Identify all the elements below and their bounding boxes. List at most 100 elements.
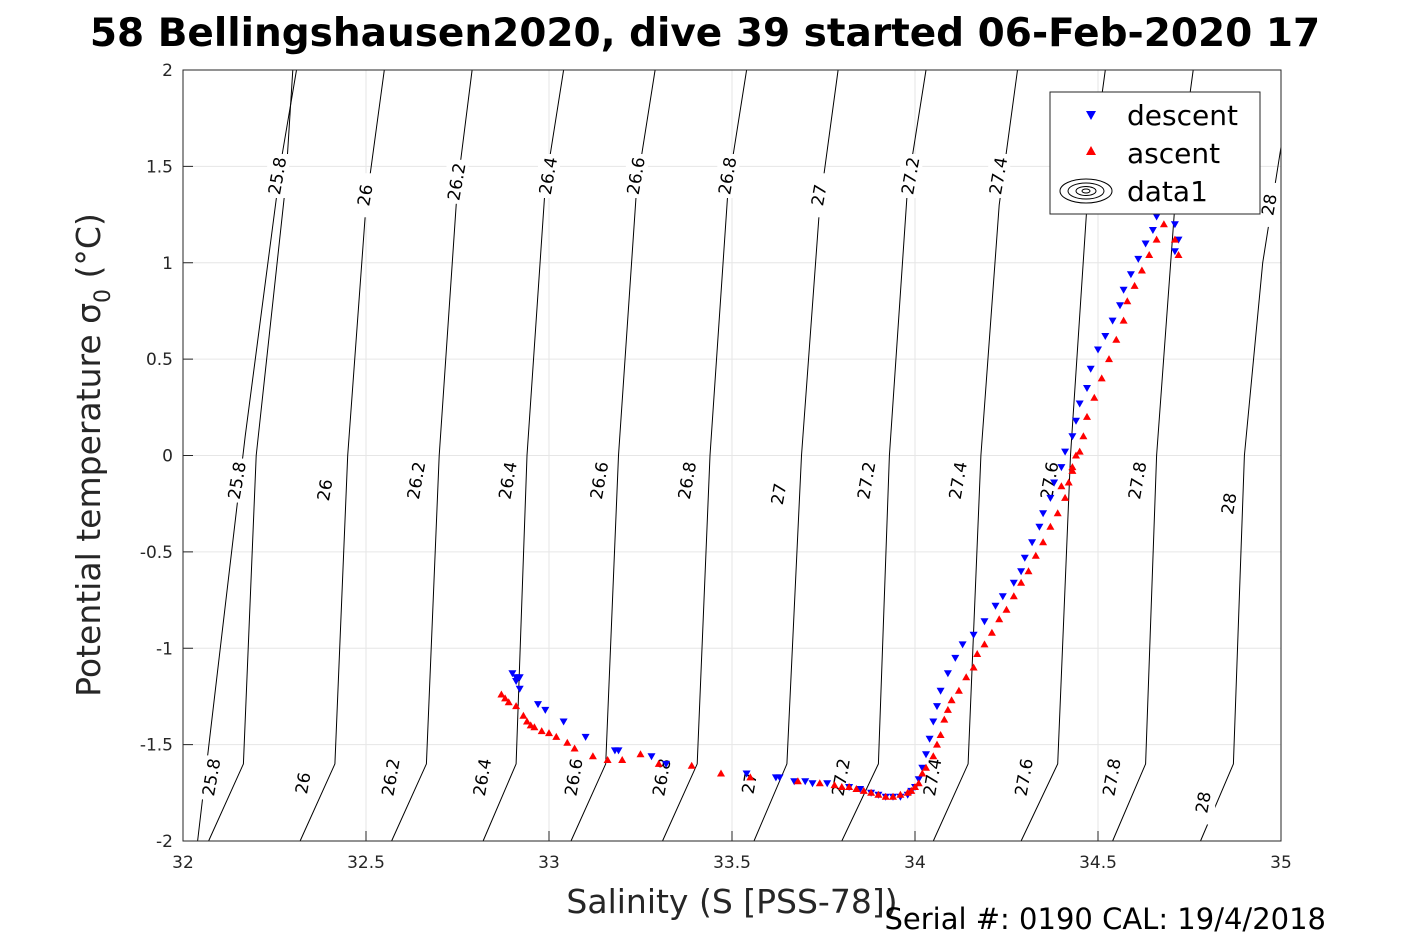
ascent-point: [845, 783, 854, 790]
ascent-point: [504, 698, 513, 706]
ascent-point: [793, 777, 802, 785]
y-tick-label: 1: [162, 254, 173, 274]
contour-label-bg: [406, 458, 429, 503]
contour-label-bg: [355, 173, 377, 218]
ascent-point: [889, 792, 897, 800]
descent-point: [1035, 523, 1044, 531]
ascent-point: [1137, 266, 1146, 274]
descent-point: [508, 670, 517, 678]
x-tick-label: 34: [904, 853, 926, 873]
y-tick-label: -1.5: [140, 736, 173, 756]
ascent-point: [918, 769, 927, 777]
descent-point: [1050, 479, 1059, 487]
descent-point: [512, 678, 521, 685]
ascent-point: [830, 781, 839, 789]
y-axis-label-unit: (°C): [69, 213, 108, 289]
x-tick-label: 33: [538, 853, 560, 873]
descent-point: [1126, 271, 1135, 279]
contour-label-bg: [1013, 755, 1036, 800]
ascent-point: [995, 615, 1004, 623]
contour-label: 26: [292, 771, 315, 796]
descent-point: [647, 753, 656, 761]
descent-point: [1101, 333, 1110, 340]
descent-point: [808, 780, 817, 788]
descent-point: [1148, 227, 1157, 234]
density-contour-line: [662, 69, 748, 842]
contour-label-bg: [808, 173, 831, 218]
ascent-point: [687, 761, 696, 769]
descent-point: [1094, 346, 1102, 354]
data-points: [497, 192, 1183, 801]
contour-label-bg: [446, 159, 469, 204]
descent-point: [775, 774, 784, 782]
contour-label-bg: [947, 458, 970, 503]
legend: descent ascent data1: [1049, 91, 1261, 215]
descent-point: [534, 701, 542, 709]
ascent-point: [717, 769, 725, 777]
ascent-point: [523, 717, 531, 725]
descent-point: [1020, 554, 1029, 562]
density-contour-line: [753, 69, 839, 842]
contour-label: 28: [1192, 790, 1215, 815]
descent-point: [856, 786, 865, 793]
contour-label-bg: [226, 458, 249, 503]
contour-label-bg: [1259, 182, 1282, 227]
density-contour-line: [482, 69, 565, 842]
ascent-point: [954, 686, 963, 694]
ascent-point: [1079, 432, 1088, 440]
ascent-point: [1053, 509, 1062, 517]
contour-label-bg: [563, 755, 586, 800]
descent-point: [541, 706, 550, 714]
density-contour-line: [208, 69, 294, 842]
descent-point: [1134, 255, 1143, 263]
ascent-point: [570, 744, 579, 752]
descent-point: [958, 641, 967, 649]
y-tick-label: -0.5: [140, 543, 173, 563]
ascent-point: [936, 731, 945, 738]
contour-label-bg: [497, 458, 520, 503]
descent-point: [933, 703, 941, 711]
density-contour-line: [570, 69, 656, 842]
ascent-point: [973, 650, 982, 657]
descent-point: [1028, 539, 1037, 547]
ascent-point: [563, 738, 572, 746]
descent-point: [980, 618, 989, 626]
descent-point: [998, 593, 1007, 601]
ascent-point: [852, 785, 861, 792]
ascent-point: [519, 711, 528, 719]
ascent-point: [896, 790, 905, 798]
y-ticks: -2 -1.5 -1 -0.5 0 0.5 1 1.5 2: [140, 61, 193, 852]
descent-point: [1068, 433, 1077, 441]
ascent-point: [746, 773, 755, 781]
descent-point: [991, 602, 1000, 610]
chart-title: 58 Bellingshausen2020, dive 39 started 0…: [90, 11, 1320, 56]
descent-point: [1017, 568, 1026, 576]
ascent-point: [1068, 463, 1077, 471]
descent-point: [515, 685, 524, 693]
descent-point: [614, 747, 623, 755]
contour-label-bg: [1101, 755, 1124, 800]
contour-label: 26: [314, 478, 337, 503]
density-contour-line: [197, 69, 297, 842]
legend-ascent-label: ascent: [1127, 137, 1220, 170]
ascent-point: [903, 788, 912, 796]
ascent-point: [1072, 451, 1080, 459]
ascent-point: [1075, 447, 1084, 455]
contour-label-bg: [768, 472, 791, 517]
descent-point: [662, 760, 671, 768]
ascent-point: [1130, 281, 1139, 289]
ascent-point: [1068, 466, 1077, 474]
ascent-point: [911, 783, 919, 790]
descent-point: [1061, 448, 1070, 456]
ascent-point: [907, 786, 916, 794]
ascent-point: [929, 752, 938, 760]
contour-label-bg: [472, 755, 495, 800]
serial-calibration-text: Serial #: 0190 CAL: 19/4/2018: [884, 902, 1326, 936]
x-tick-label: 32: [172, 853, 194, 873]
contour-label-bg: [856, 458, 879, 503]
contour-label: 26: [354, 183, 377, 208]
y-tick-label: 0: [162, 447, 173, 467]
descent-point: [936, 687, 945, 695]
